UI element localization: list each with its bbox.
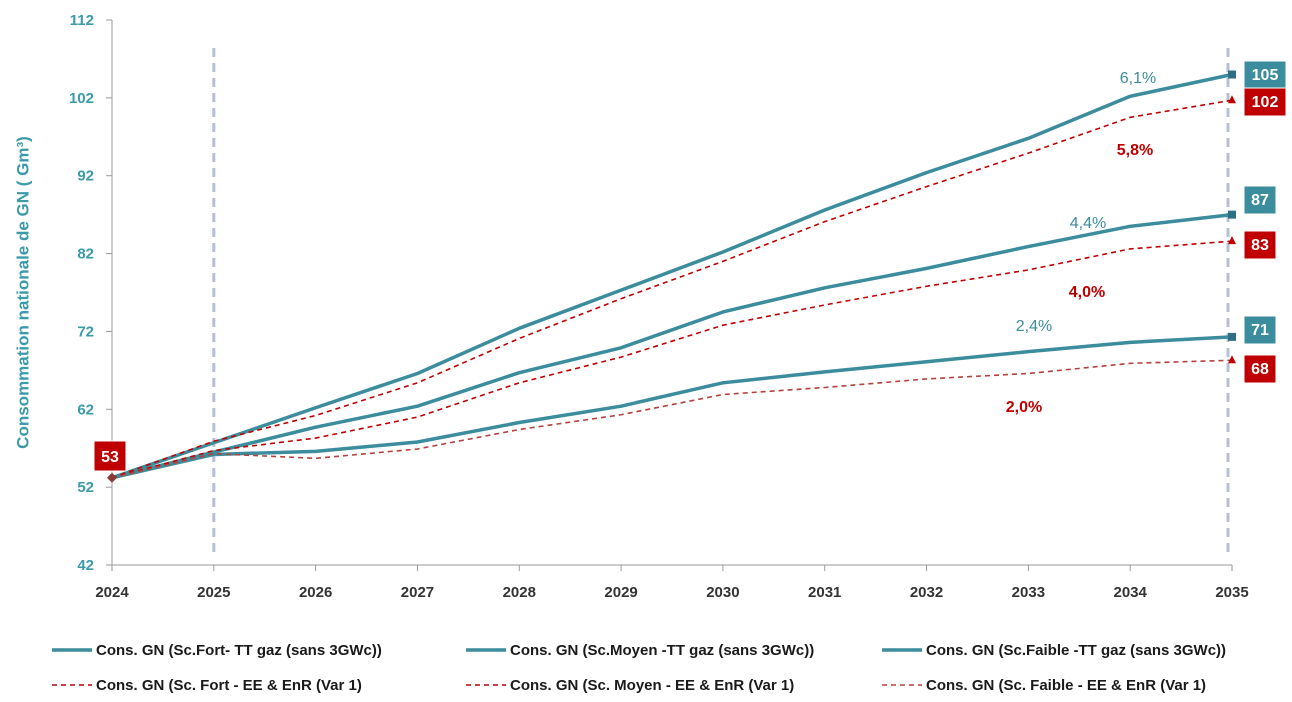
y-tick-label: 112 bbox=[70, 12, 94, 29]
series-line-2 bbox=[111, 212, 1233, 480]
end-point-square bbox=[1228, 70, 1236, 79]
end-value-label: 68 bbox=[1251, 361, 1269, 378]
end-point-square bbox=[1228, 332, 1236, 341]
legend-label-1: Cons. GN (Sc.Fort- TT gaz (sans 3GWc)) bbox=[96, 642, 382, 659]
end-value-label: 105 bbox=[1252, 67, 1279, 84]
series-line-5 bbox=[111, 240, 1233, 479]
series-line-6 bbox=[111, 359, 1233, 479]
end-value-label: 102 bbox=[1252, 94, 1279, 111]
x-tick-label: 2024 bbox=[95, 584, 129, 601]
end-value-label: 87 bbox=[1251, 192, 1269, 209]
legend-label-6: Cons. GN (Sc. Faible - EE & EnR (Var 1) bbox=[926, 677, 1206, 694]
reference-lines bbox=[212, 48, 1230, 557]
growth-rate-label: 4,0% bbox=[1069, 284, 1105, 301]
y-tick-label: 62 bbox=[77, 401, 94, 418]
end-value-badge bbox=[1243, 354, 1277, 384]
growth-rate-label: 2,4% bbox=[1016, 318, 1052, 335]
start-point-diamond bbox=[107, 472, 117, 483]
y-tick-label: 82 bbox=[77, 246, 94, 263]
x-tick-label: 2025 bbox=[197, 584, 230, 601]
y-tick-label: 72 bbox=[77, 323, 94, 340]
series-line-4 bbox=[111, 99, 1233, 479]
x-tick-label: 2026 bbox=[299, 584, 332, 601]
series-line-3 bbox=[111, 335, 1233, 480]
end-point-triangle bbox=[1228, 95, 1236, 104]
end-value-label: 83 bbox=[1251, 237, 1269, 254]
y-tick-label: 52 bbox=[77, 479, 94, 496]
end-value-badge bbox=[1243, 315, 1277, 345]
series-lines bbox=[111, 72, 1233, 480]
end-point-square bbox=[1228, 210, 1236, 219]
x-tick-label: 2031 bbox=[808, 584, 841, 601]
legend: Cons. GN (Sc.Fort- TT gaz (sans 3GWc)) Co… bbox=[52, 642, 1226, 694]
end-value-badge bbox=[1243, 60, 1287, 90]
growth-rate-label: 6,1% bbox=[1120, 70, 1156, 87]
x-tick-label: 2032 bbox=[910, 584, 943, 601]
y-tick-label: 102 bbox=[69, 90, 94, 107]
y-tick-label: 92 bbox=[77, 168, 94, 185]
end-value-badge bbox=[1243, 87, 1287, 117]
y-axis-label: Consommation nationale de GN ( Gm³) bbox=[13, 136, 32, 449]
x-tick-label: 2030 bbox=[706, 584, 739, 601]
growth-rate-label: 4,4% bbox=[1070, 215, 1106, 232]
end-value-badge bbox=[1243, 185, 1277, 215]
legend-label-2: Cons. GN (Sc.Moyen -TT gaz (sans 3GWc)) bbox=[510, 642, 814, 659]
x-tick-label: 2034 bbox=[1113, 584, 1147, 601]
start-value-badge bbox=[93, 440, 127, 472]
annotations: 105 102 87 83 71 68 53 6,1% 5,8% 4,4% 4,0% 2,4% 2,0% bbox=[93, 60, 1287, 472]
growth-rate-label: 5,8% bbox=[1117, 142, 1153, 159]
axes: 42 52 62 72 82 92 102 112 2024 2025 2026 2027 2028 20… bbox=[69, 12, 1249, 601]
legend-label-4: Cons. GN (Sc. Fort - EE & EnR (Var 1) bbox=[96, 677, 362, 694]
end-value-badge bbox=[1243, 230, 1277, 260]
end-point-triangle bbox=[1228, 236, 1236, 245]
end-point-triangle bbox=[1228, 355, 1236, 364]
end-value-label: 71 bbox=[1251, 322, 1269, 339]
growth-rate-label: 2,0% bbox=[1006, 399, 1042, 416]
end-markers bbox=[107, 70, 1236, 483]
legend-label-3: Cons. GN (Sc.Faible -TT gaz (sans 3GWc)) bbox=[926, 642, 1226, 659]
x-tick-label: 2033 bbox=[1012, 584, 1045, 601]
x-tick-label: 2027 bbox=[401, 584, 434, 601]
y-tick-label: 42 bbox=[77, 557, 94, 574]
x-tick-label: 2029 bbox=[604, 584, 637, 601]
x-tick-label: 2035 bbox=[1215, 584, 1248, 601]
start-value-label: 53 bbox=[101, 449, 119, 466]
series-line-1 bbox=[111, 72, 1233, 480]
legend-label-5: Cons. GN (Sc. Moyen - EE & EnR (Var 1) bbox=[510, 677, 794, 694]
x-tick-label: 2028 bbox=[503, 584, 536, 601]
